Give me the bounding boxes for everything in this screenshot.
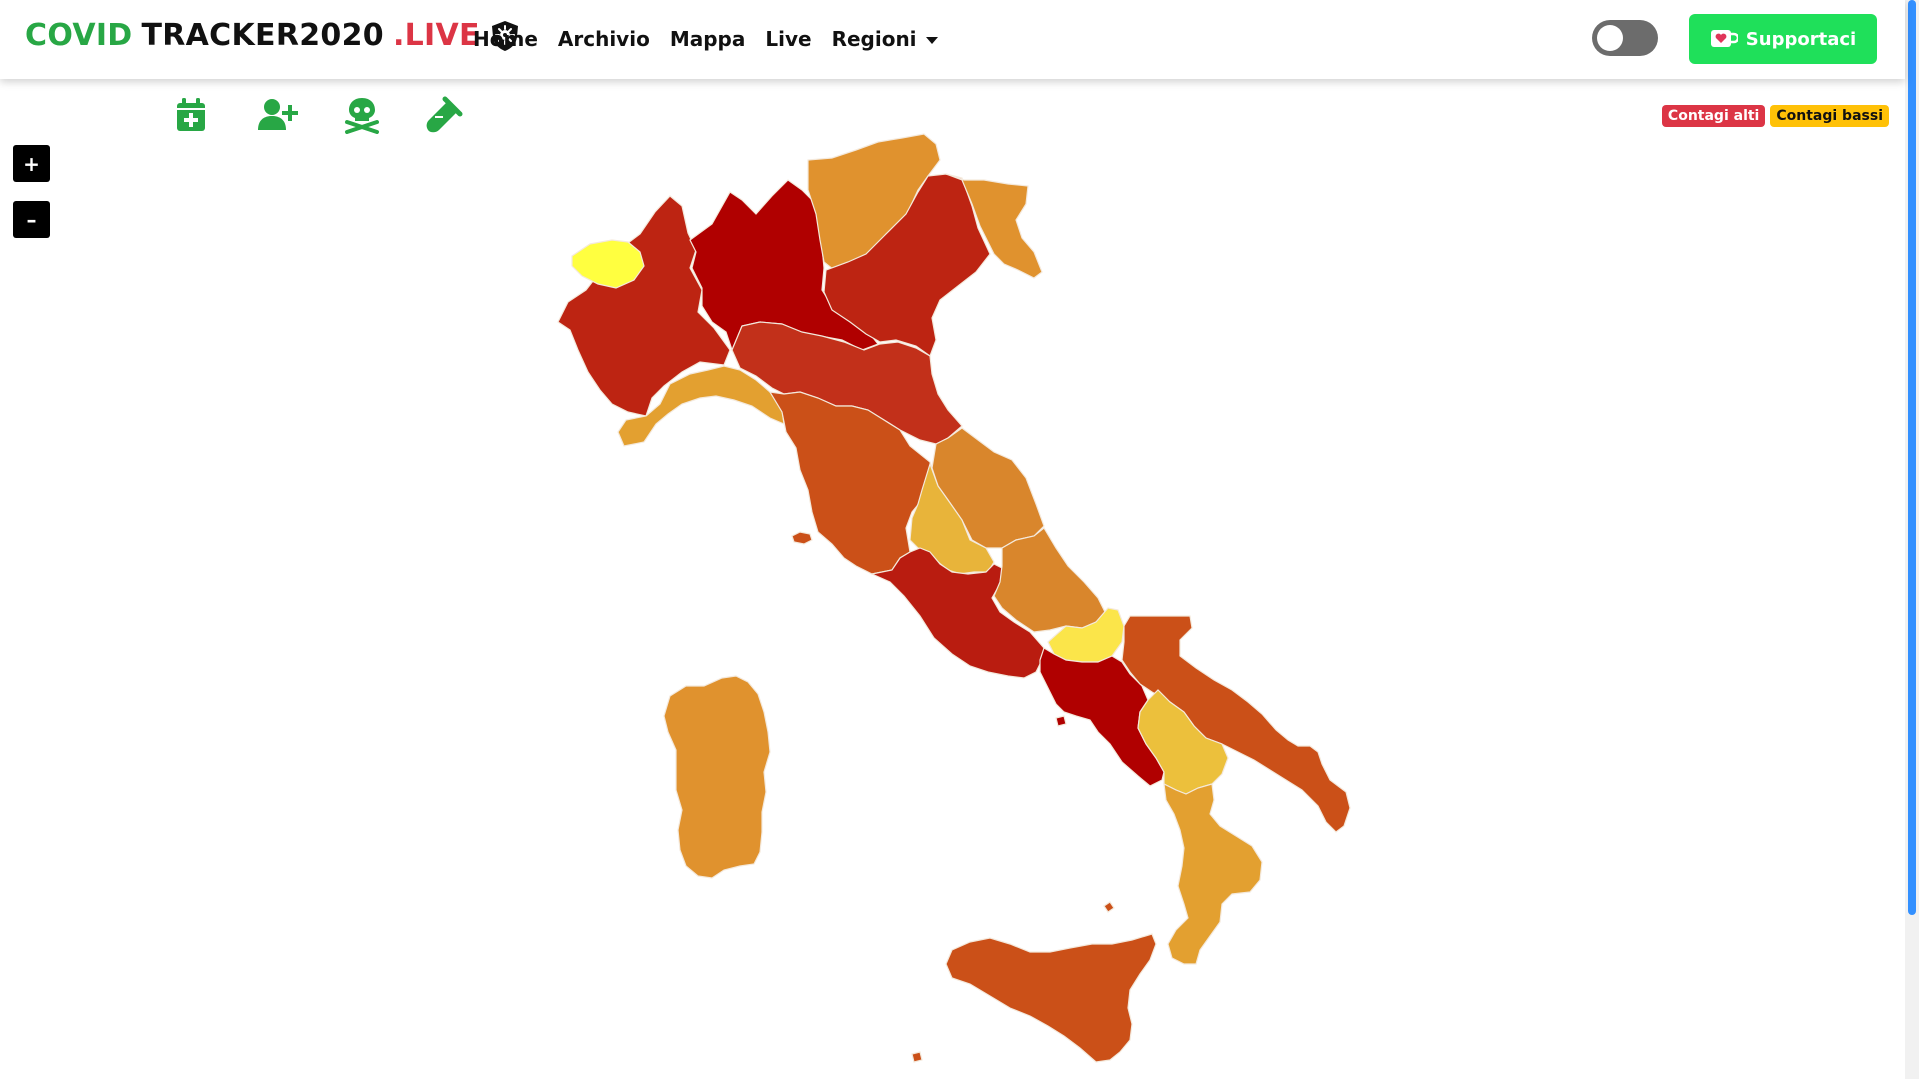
test-tube-icon[interactable] [425, 96, 463, 134]
nav-archivio[interactable]: Archivio [557, 27, 650, 51]
island-eolie [1103, 901, 1115, 913]
region-lazio[interactable] [870, 547, 1045, 679]
region-sardegna[interactable] [663, 675, 771, 879]
zoom-in-button[interactable]: + [13, 145, 50, 182]
island-elba [791, 531, 813, 545]
shield-virus-icon [491, 20, 518, 51]
nav-mappa[interactable]: Mappa [669, 27, 746, 51]
chevron-down-icon [925, 37, 938, 44]
page-scrollbar[interactable] [1905, 0, 1919, 1079]
nav-regioni-dropdown[interactable]: Regioni [832, 27, 938, 51]
ko-fi-cup-icon [1710, 30, 1738, 47]
region-abruzzo[interactable] [993, 527, 1107, 633]
brand-covid: COVID [25, 18, 133, 53]
region-liguria[interactable] [617, 365, 785, 447]
legend-low-badge: Contagi bassi [1770, 105, 1889, 127]
island-pantelleria [911, 1051, 923, 1063]
map-legend: Contagi alti Contagi bassi [1661, 105, 1889, 127]
brand-logo[interactable]: COVID TRACKER2020 .LIVE [25, 18, 520, 53]
region-friuli[interactable] [945, 173, 1043, 279]
dark-mode-toggle[interactable] [1592, 20, 1658, 56]
region-toscana[interactable] [768, 391, 939, 575]
region-veneto[interactable] [823, 173, 991, 357]
top-navbar: COVID TRACKER2020 .LIVE Home Archivio Ma… [0, 0, 1905, 79]
region-calabria[interactable] [1163, 782, 1263, 965]
zoom-out-button[interactable]: – [13, 201, 50, 238]
support-label: Supportaci [1745, 28, 1857, 50]
toggle-knob [1597, 25, 1623, 51]
skull-crossbones-icon[interactable] [343, 96, 381, 134]
brand-live: .LIVE [392, 18, 480, 53]
user-plus-icon[interactable] [256, 96, 298, 134]
support-button[interactable]: Supportaci [1689, 14, 1877, 64]
nav-live[interactable]: Live [765, 27, 812, 51]
scrollbar-thumb[interactable] [1908, 0, 1916, 915]
main-nav: Home Archivio Mappa Live Regioni [473, 27, 958, 51]
brand-tracker: TRACKER2020 [141, 18, 384, 53]
island-ischia [1055, 715, 1067, 727]
legend-high-badge: Contagi alti [1661, 105, 1766, 127]
nav-regioni-label: Regioni [831, 27, 917, 51]
region-valle-aosta[interactable] [571, 239, 645, 289]
calendar-plus-icon[interactable] [172, 96, 210, 134]
region-sicilia[interactable] [945, 933, 1157, 1063]
nav-home[interactable]: Home [473, 27, 538, 51]
